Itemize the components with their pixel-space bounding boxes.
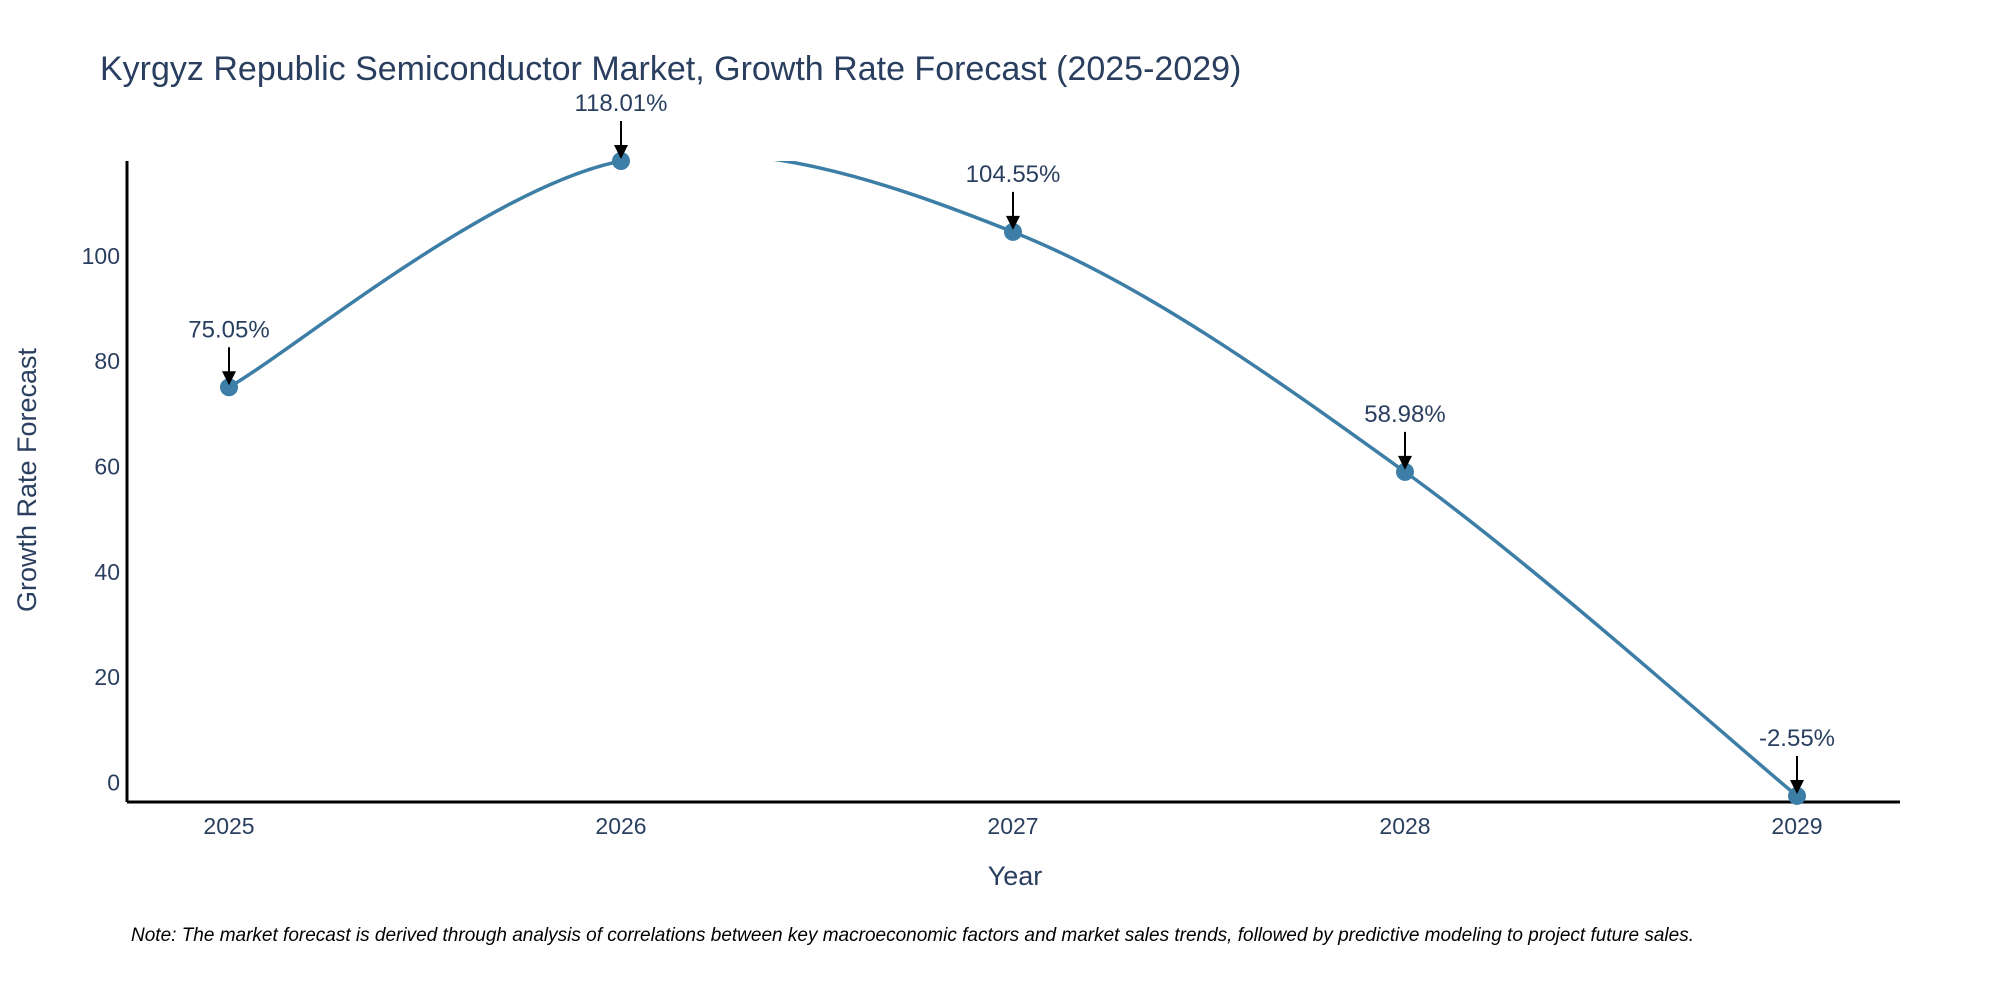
chart-title: Kyrgyz Republic Semiconductor Market, Gr… [100,50,1241,88]
annotation-arrow-head [1398,455,1412,470]
x-tick-label: 2028 [1379,813,1430,839]
x-axis-title: Year [988,861,1043,891]
annotation-arrow-head [1790,779,1804,794]
data-label: 104.55% [966,161,1061,188]
y-tick-label: 0 [107,770,120,796]
y-tick-label: 20 [94,664,120,690]
y-tick-label: 80 [94,348,120,374]
x-tick-label: 2025 [203,813,254,839]
data-label: -2.55% [1759,725,1835,752]
x-tick-label: 2026 [595,813,646,839]
y-tick-label: 60 [94,454,120,480]
annotation-arrow-head [614,145,628,159]
y-tick-label: 100 [82,243,120,269]
series-line [228,161,1799,798]
data-point-marker [612,152,630,170]
x-tick-label: 2029 [1771,813,1822,839]
x-tick-label: 2027 [987,813,1038,839]
annotation-arrow-head [1006,215,1020,230]
data-point-marker [1004,222,1022,241]
data-point-marker [1788,786,1806,805]
data-label: 75.05% [188,316,269,343]
annotation-arrow-head [222,371,236,386]
plot-area: 0 20 40 60 80 100 2025 2026 2027 2028 2029 75.05% 11… [82,90,1900,839]
data-point-marker [1396,462,1414,481]
data-point-marker [220,378,238,397]
data-label: 118.01% [575,90,668,117]
y-axis-title: Growth Rate Forecast [12,347,42,612]
y-tick-label: 40 [94,559,120,585]
data-label: 58.98% [1364,401,1445,428]
footnote: Note: The market forecast is derived thr… [131,925,1694,946]
